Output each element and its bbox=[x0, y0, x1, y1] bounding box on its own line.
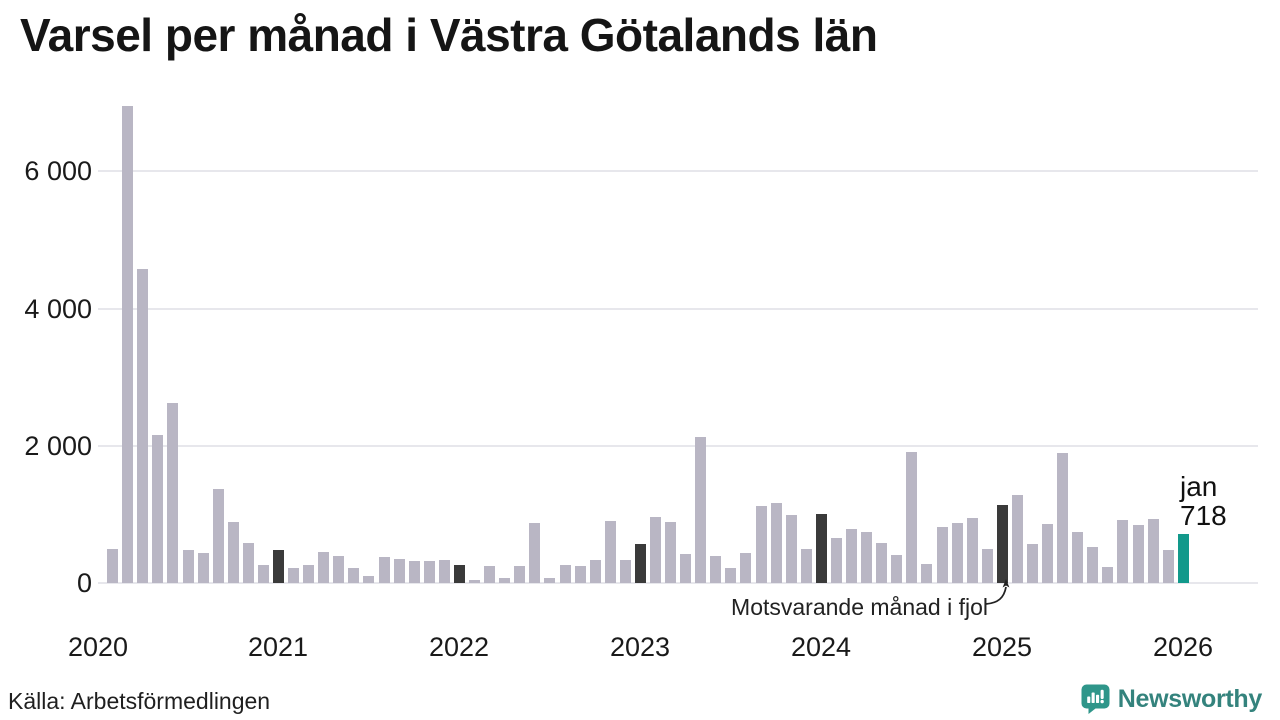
gridline-6000 bbox=[98, 170, 1258, 172]
bar-2025-04 bbox=[1042, 524, 1053, 583]
bar-2021-11 bbox=[423, 561, 435, 583]
bar-2024-09 bbox=[936, 527, 948, 583]
bar-2023-08 bbox=[740, 553, 752, 583]
bar-2022-07 bbox=[544, 578, 556, 583]
bar-2023-12 bbox=[800, 549, 812, 583]
x-axis-tick-2026: 2026 bbox=[1152, 632, 1214, 662]
bar-2020-06 bbox=[167, 403, 179, 583]
latest-value-label: jan 718 bbox=[1180, 472, 1227, 530]
bar-2025-08 bbox=[1102, 567, 1114, 583]
bar-2021-07 bbox=[363, 576, 375, 583]
bar-2023-06 bbox=[710, 556, 722, 583]
bar-2022-03 bbox=[484, 566, 496, 583]
bar-2022-11 bbox=[604, 521, 616, 583]
newsworthy-icon bbox=[1081, 684, 1110, 714]
bar-2020-12 bbox=[257, 565, 269, 583]
y-axis-tick-4000: 4 000 bbox=[24, 294, 92, 324]
bar-2024-02 bbox=[830, 538, 842, 583]
bar-2021-02 bbox=[288, 568, 299, 583]
bar-2025-12 bbox=[1162, 550, 1174, 583]
bar-2024-11 bbox=[966, 518, 978, 583]
bar-2024-01 bbox=[815, 514, 827, 583]
bar-2023-11 bbox=[785, 515, 797, 583]
bar-2022-12 bbox=[619, 560, 631, 583]
bar-2020-11 bbox=[242, 543, 254, 583]
gridline-0 bbox=[98, 582, 1258, 584]
bar-2025-11 bbox=[1147, 519, 1159, 583]
x-axis-tick-2023: 2023 bbox=[609, 632, 671, 662]
x-axis-tick-2025: 2025 bbox=[971, 632, 1033, 662]
bar-2020-08 bbox=[197, 553, 209, 583]
bar-2021-10 bbox=[408, 561, 420, 583]
latest-value-text: 718 bbox=[1180, 500, 1227, 531]
y-axis-tick-2000: 2 000 bbox=[24, 431, 92, 461]
bar-2023-01 bbox=[634, 544, 646, 583]
bar-2021-05 bbox=[333, 556, 345, 583]
bar-2024-03 bbox=[846, 529, 857, 583]
bar-2020-05 bbox=[152, 435, 164, 583]
bar-2020-10 bbox=[227, 522, 239, 583]
bar-2021-03 bbox=[303, 565, 315, 583]
bar-2023-05 bbox=[695, 437, 707, 583]
bar-2020-03 bbox=[122, 106, 134, 583]
bar-2021-04 bbox=[318, 552, 330, 583]
bar-2025-09 bbox=[1117, 520, 1129, 583]
annotation-arrow-icon bbox=[985, 579, 1010, 605]
bar-2025-03 bbox=[1027, 544, 1038, 583]
bar-2023-02 bbox=[650, 517, 661, 583]
bar-2024-05 bbox=[876, 543, 888, 583]
bar-2021-08 bbox=[378, 557, 390, 583]
bar-2025-01 bbox=[996, 505, 1008, 583]
bar-2020-09 bbox=[212, 489, 224, 583]
y-axis-tick-0: 0 bbox=[76, 568, 92, 598]
y-axis-tick-6000: 6 000 bbox=[24, 156, 92, 186]
bar-2025-05 bbox=[1057, 453, 1069, 583]
x-axis-tick-2021: 2021 bbox=[247, 632, 309, 662]
bar-2022-02 bbox=[469, 580, 480, 583]
bar-2024-12 bbox=[981, 549, 993, 583]
x-axis-tick-2024: 2024 bbox=[790, 632, 852, 662]
bar-2022-01 bbox=[453, 565, 465, 583]
bar-2020-04 bbox=[137, 269, 149, 583]
bar-2021-12 bbox=[438, 560, 450, 583]
bar-2025-06 bbox=[1072, 532, 1084, 583]
gridline-2000 bbox=[98, 445, 1258, 447]
source-text: Källa: Arbetsförmedlingen bbox=[8, 688, 271, 714]
annotation-lastyear-label: Motsvarande månad i fjol bbox=[731, 594, 988, 620]
chart-title: Varsel per månad i Västra Götalands län bbox=[20, 9, 878, 61]
newsworthy-wordmark: Newsworthy bbox=[1117, 684, 1263, 713]
x-axis-tick-2022: 2022 bbox=[428, 632, 490, 662]
bar-2024-07 bbox=[906, 452, 918, 583]
bar-2023-10 bbox=[770, 503, 782, 583]
bar-2021-01 bbox=[273, 550, 284, 583]
bar-2025-07 bbox=[1087, 547, 1099, 583]
bar-2022-09 bbox=[574, 566, 586, 583]
x-axis-tick-2020: 2020 bbox=[67, 632, 129, 662]
bar-2022-08 bbox=[559, 565, 571, 583]
bar-2023-09 bbox=[755, 506, 767, 583]
bar-2021-06 bbox=[348, 568, 360, 583]
bar-2024-04 bbox=[861, 532, 873, 583]
bar-2022-04 bbox=[499, 578, 511, 583]
bar-2023-07 bbox=[725, 568, 737, 583]
gridline-4000 bbox=[98, 308, 1258, 310]
bar-2023-03 bbox=[665, 522, 676, 583]
bar-2025-02 bbox=[1011, 495, 1023, 583]
bar-2026-01 bbox=[1177, 534, 1189, 583]
bar-2022-05 bbox=[514, 566, 526, 583]
bar-2020-07 bbox=[182, 550, 194, 583]
newsworthy-logo: Newsworthy bbox=[1081, 684, 1262, 714]
bar-2022-10 bbox=[589, 560, 601, 583]
bar-2023-04 bbox=[680, 554, 692, 583]
bar-2024-08 bbox=[921, 564, 933, 583]
bar-2022-06 bbox=[529, 523, 541, 583]
bar-2024-06 bbox=[891, 555, 903, 583]
bar-2025-10 bbox=[1132, 525, 1144, 583]
latest-month-text: jan bbox=[1180, 471, 1218, 502]
bar-2021-09 bbox=[393, 559, 405, 583]
bar-2020-02 bbox=[107, 549, 119, 583]
bar-2024-10 bbox=[951, 523, 963, 583]
